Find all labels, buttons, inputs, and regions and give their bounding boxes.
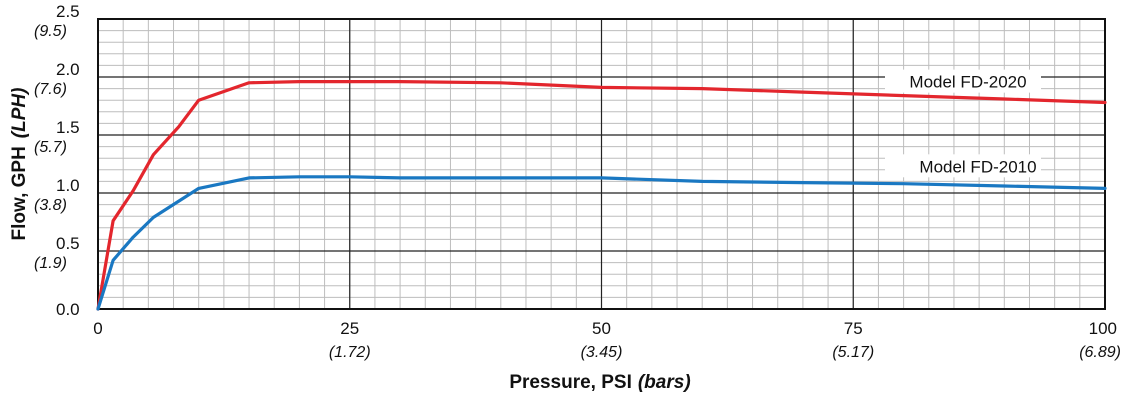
y-tick-label: 2.5 xyxy=(56,2,80,21)
plot-frame xyxy=(97,18,1106,310)
x-tick-labels: 0 25 (1.72) 50 (3.45) 75 (5.17) 100 (6.89) xyxy=(93,319,1121,361)
x-axis-title-unit: (bars) xyxy=(638,372,691,393)
x-axis-title-main: Pressure, PSI xyxy=(509,372,632,393)
y-tick-sublabel: (7.6) xyxy=(34,81,67,98)
series-label-fd-2010: Model FD-2010 xyxy=(919,157,1036,176)
y-tick-label: 0.5 xyxy=(56,234,80,253)
x-tick-sublabel: (6.89) xyxy=(1079,344,1121,361)
x-tick-label: 75 xyxy=(844,319,863,338)
y-tick-sublabel: (5.7) xyxy=(34,139,67,156)
y-axis-title: Flow, GPH (LPH) xyxy=(9,88,30,241)
series-line-fd-2010 xyxy=(96,175,1107,311)
y-tick-sublabel: (9.5) xyxy=(34,23,67,40)
y-tick-label: 1.0 xyxy=(56,176,80,195)
y-axis-title-unit: (LPH) xyxy=(9,88,30,139)
series-label-bg xyxy=(885,69,1041,93)
x-tick-label: 50 xyxy=(592,319,611,338)
y-tick-label: 0.0 xyxy=(56,300,80,319)
y-tick-sublabel: (3.8) xyxy=(34,197,67,214)
x-tick-label: 0 xyxy=(93,319,102,338)
series-lines xyxy=(96,79,1107,311)
x-tick-label: 100 xyxy=(1089,319,1117,338)
x-tick-sublabel: (3.45) xyxy=(581,344,623,361)
y-axis-title-main: Flow, GPH xyxy=(9,146,30,240)
series-line-fd-2020 xyxy=(96,79,1107,311)
x-axis-title: Pressure, PSI (bars) xyxy=(509,372,690,393)
x-tick-label: 25 xyxy=(340,319,359,338)
y-tick-sublabel: (1.9) xyxy=(34,255,67,272)
y-tick-label: 1.5 xyxy=(56,118,80,137)
series-label-fd-2020: Model FD-2020 xyxy=(909,73,1026,92)
series-label-bg xyxy=(885,154,1041,178)
y-tick-labels: 0.0 0.5 (1.9) 1.0 (3.8) 1.5 (5.7) 2.0 (7.6) 2.5 (9… xyxy=(34,2,80,319)
y-tick-label: 2.0 xyxy=(56,60,80,79)
x-tick-sublabel: (5.17) xyxy=(832,344,874,361)
x-tick-sublabel: (1.72) xyxy=(329,344,371,361)
series-labels: Model FD-2020 Model FD-2010 xyxy=(885,69,1041,178)
